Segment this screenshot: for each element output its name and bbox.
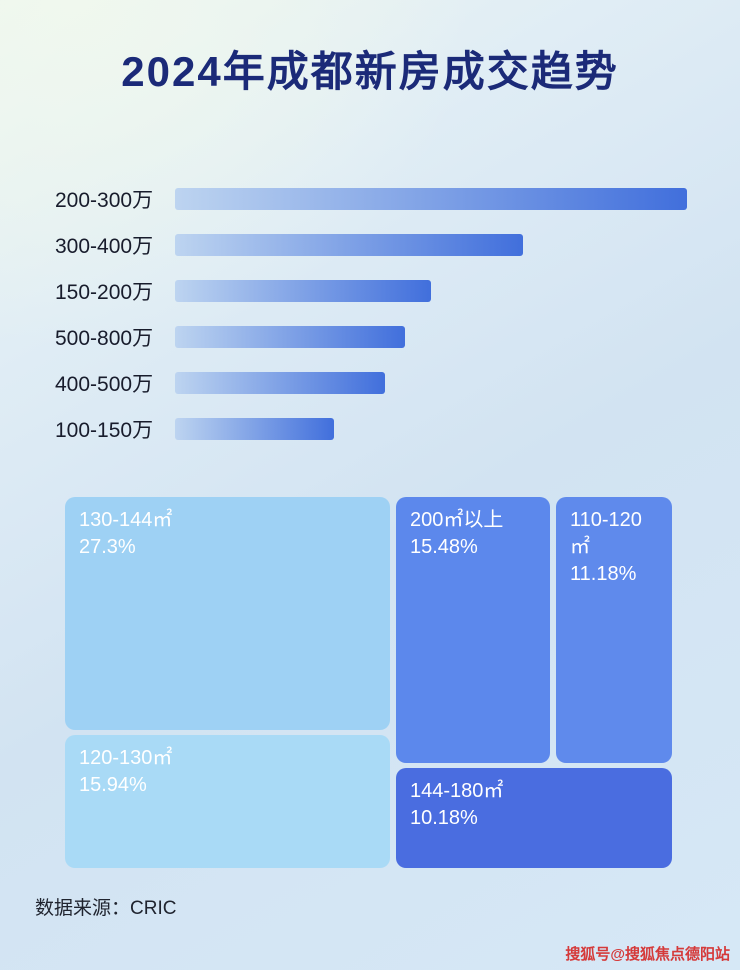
treemap-block-label: 110-120㎡ (570, 509, 642, 558)
bar-track (175, 234, 687, 256)
bar-track (175, 188, 687, 210)
bar-fill (175, 418, 334, 440)
treemap-block-label: 130-144㎡ (79, 509, 173, 531)
treemap-block-130-144: 130-144㎡ 27.3% (65, 497, 390, 730)
treemap-block-120-130: 120-130㎡ 15.94% (65, 735, 390, 868)
bar-category-label: 400-500万 (55, 373, 154, 396)
treemap-block-label: 120-130㎡ (79, 747, 173, 769)
treemap-block-label: 200㎡以上 (410, 509, 504, 531)
treemap-block-percent: 15.48% (410, 536, 478, 558)
bar-category-label: 100-150万 (55, 419, 154, 442)
watermark-label: 搜狐号@搜狐焦点德阳站 (565, 946, 730, 963)
treemap-block-144-180: 144-180㎡ 10.18% (396, 768, 672, 868)
bar-row: 100-150万 (55, 406, 687, 452)
bar-track (175, 418, 687, 440)
page-title: 2024年成都新房成交趋势 (121, 48, 619, 95)
bar-category-label: 200-300万 (55, 189, 154, 212)
bar-fill (175, 234, 524, 256)
bar-track (175, 280, 687, 302)
treemap-block-percent: 11.18% (570, 563, 637, 585)
data-source-label: 数据来源：CRIC (35, 898, 177, 919)
treemap-block-110-120: 110-120㎡ 11.18% (556, 497, 672, 763)
bar-category-label: 300-400万 (55, 235, 154, 258)
treemap-block-label: 144-180㎡ (410, 780, 504, 802)
area-band-treemap: 130-144㎡ 27.3% 120-130㎡ 15.94% 200㎡以上 15… (65, 497, 672, 868)
bar-category-label: 150-200万 (55, 281, 154, 304)
bar-fill (175, 326, 406, 348)
bar-row: 200-300万 (55, 176, 687, 222)
bar-track (175, 372, 687, 394)
bar-track (175, 326, 687, 348)
price-band-bar-chart: 200-300万 300-400万 150-200万 500-800万 400-500万… (55, 176, 687, 452)
bar-fill (175, 280, 431, 302)
bar-row: 150-200万 (55, 268, 687, 314)
treemap-block-percent: 10.18% (410, 807, 478, 829)
bar-category-label: 500-800万 (55, 327, 154, 350)
treemap-block-percent: 27.3% (79, 536, 136, 558)
treemap-block-200-plus: 200㎡以上 15.48% (396, 497, 550, 763)
bar-fill (175, 188, 687, 210)
treemap-block-percent: 15.94% (79, 774, 147, 796)
bar-row: 400-500万 (55, 360, 687, 406)
bar-fill (175, 372, 385, 394)
bar-row: 500-800万 (55, 314, 687, 360)
bar-row: 300-400万 (55, 222, 687, 268)
